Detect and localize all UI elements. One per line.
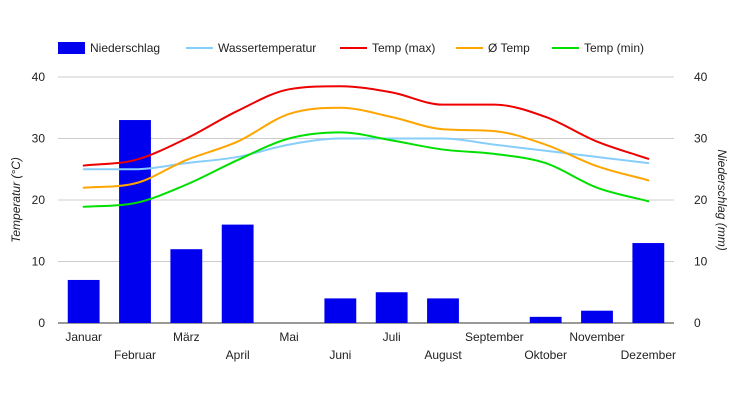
y-right-tick-label: 10 xyxy=(694,255,708,269)
bar-series xyxy=(67,120,665,323)
bar-februar xyxy=(119,120,151,323)
bar-dezember xyxy=(632,243,665,323)
x-tick-label: Mai xyxy=(279,330,298,344)
y-left-tick-label: 0 xyxy=(38,316,45,330)
y-left-tick-label: 10 xyxy=(32,255,46,269)
legend-swatch-niederschlag xyxy=(58,42,85,54)
line-temp-min xyxy=(82,131,650,208)
x-tick-label: August xyxy=(424,348,462,362)
x-tick-label: September xyxy=(465,330,524,344)
x-tick-label: April xyxy=(226,348,250,362)
bar-januar xyxy=(67,279,100,323)
line-wassertemperatur xyxy=(82,137,650,171)
bar-april xyxy=(221,224,254,323)
bar-juni xyxy=(324,298,357,323)
y-right-tick-label: 20 xyxy=(694,193,708,207)
x-tick-label: Juni xyxy=(329,348,351,362)
y-left-tick-label: 20 xyxy=(32,193,46,207)
legend-label-temp-max: Temp (max) xyxy=(372,41,435,55)
bar-august xyxy=(427,298,459,323)
grid-lines xyxy=(58,76,674,324)
legend: Niederschlag Wassertemperatur Temp (max) Ø … xyxy=(58,41,644,55)
y-left-tick-label: 30 xyxy=(32,132,46,146)
y-right-tick-label: 30 xyxy=(694,132,708,146)
x-tick-label: Oktober xyxy=(524,348,567,362)
legend-label-niederschlag: Niederschlag xyxy=(90,41,160,55)
x-tick-label: Juli xyxy=(383,330,401,344)
x-tick-label: Dezember xyxy=(621,348,676,362)
legend-label-temp: Ø Temp xyxy=(488,41,530,55)
x-tick-label: November xyxy=(569,330,624,344)
y-left-axis-title: Temperatur (°C) xyxy=(9,157,23,243)
bar-juli xyxy=(375,292,408,323)
line-temp xyxy=(82,106,650,189)
x-tick-label: Februar xyxy=(114,348,156,362)
y-right-tick-label: 40 xyxy=(694,70,708,84)
y-right-axis-title: Niederschlag (mm) xyxy=(715,149,729,250)
x-tick-label: Januar xyxy=(65,330,102,344)
y-right-tick-label: 0 xyxy=(694,316,701,330)
legend-label-wassertemperatur: Wassertemperatur xyxy=(218,41,316,55)
line-series xyxy=(82,85,650,208)
bar-november xyxy=(581,310,613,323)
x-tick-label: März xyxy=(173,330,200,344)
bar-oktober xyxy=(529,316,562,323)
axes: 0 10 20 30 40 0 10 20 30 40 Januar Februar März April… xyxy=(9,70,729,362)
y-left-tick-label: 40 xyxy=(32,70,46,84)
legend-label-temp-min: Temp (min) xyxy=(584,41,644,55)
line-temp-max xyxy=(82,85,650,167)
bar-märz xyxy=(170,249,203,323)
